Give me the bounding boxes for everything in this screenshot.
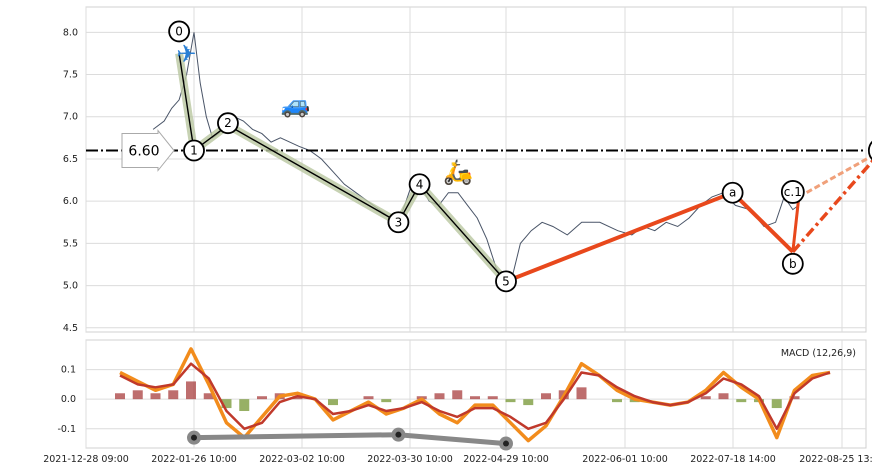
price-y-tick-label: 6.0: [63, 196, 78, 207]
wave-c2-marker: [867, 140, 872, 161]
price-y-tick-label: 5.0: [63, 281, 78, 292]
macd-histogram-bar: [700, 396, 711, 400]
price-panel: 4.55.05.56.06.57.07.58.06.60012345abc.1c…: [63, 6, 872, 334]
macd-divergence-point-center: [503, 440, 509, 447]
car-icon: 🚙: [281, 91, 311, 119]
wave-b-label: b: [789, 257, 797, 271]
macd-histogram-bar: [239, 399, 250, 412]
x-tick-label: 2022-06-01 10:00: [582, 454, 668, 465]
macd-histogram-bar: [381, 399, 392, 403]
macd-y-tick-label: -0.1: [57, 424, 76, 435]
macd-histogram-bar: [328, 399, 338, 406]
macd-signal-line: [119, 362, 831, 431]
macd-histogram-bar: [132, 390, 143, 400]
price-level-flag: [121, 129, 175, 172]
wave-a-marker: [721, 181, 744, 204]
macd-histogram-bar: [115, 393, 125, 400]
x-tick-label: 2022-01-26 10:00: [151, 454, 237, 465]
projection-wave-c1-extension: [798, 154, 872, 199]
macd-histogram-bar: [505, 399, 516, 403]
macd-histogram-bar: [257, 396, 267, 400]
macd-histogram-bar: [292, 396, 303, 400]
price-y-tick-label: 7.0: [63, 112, 78, 123]
price-level-label: 6.60: [128, 144, 159, 160]
macd-histogram-bar: [452, 390, 463, 400]
x-tick-label: 2022-07-18 14:00: [690, 454, 776, 465]
macd-macd-line: [119, 347, 831, 443]
macd-divergence-point-center: [191, 434, 197, 441]
macd-histogram-bar: [541, 393, 551, 400]
projection-wave-c1-line: [791, 196, 801, 252]
wave-1-marker: [183, 139, 205, 162]
wave-1-label: 1: [190, 144, 198, 158]
wave-2-marker: [217, 112, 239, 135]
macd-histogram-bar: [736, 399, 747, 403]
wave-0-marker: [168, 20, 191, 43]
price-y-tick-label: 7.5: [63, 70, 78, 81]
price-y-tick-label: 4.5: [63, 323, 78, 334]
macd-histogram-bar: [168, 390, 179, 400]
macd-panel: -0.1 0.0 0.1 2021-12-28 09:00 2022-01-26 10:…: [43, 339, 872, 465]
macd-histogram-bar: [523, 399, 534, 406]
x-tick-label: 2022-03-30 10:00: [367, 454, 453, 465]
macd-legend-label: MACD (12,26,9): [781, 348, 856, 359]
price-y-tick-label: 6.5: [63, 154, 78, 165]
price-y-tick-label: 8.0: [63, 27, 78, 38]
macd-histogram-bar: [203, 393, 214, 400]
impulse-wave-line: [178, 53, 507, 282]
wave-b-marker: [781, 252, 804, 275]
macd-histogram-bar: [576, 387, 587, 400]
x-tick-label: 2022-04-29 10:00: [463, 454, 549, 465]
price-y-tick-label: 5.5: [63, 238, 78, 249]
macd-histogram-bar: [470, 396, 480, 400]
wave-a-label: a: [729, 186, 736, 200]
macd-histogram-bar: [150, 393, 161, 400]
wave-3-marker: [387, 211, 410, 234]
macd-y-tick-label: 0.0: [61, 394, 76, 405]
macd-histogram-bar: [434, 393, 445, 400]
macd-histogram-bar: [363, 396, 374, 400]
wave-4-marker: [408, 173, 431, 196]
wave-3-label: 3: [395, 215, 403, 229]
macd-divergence-point-center: [395, 431, 402, 438]
airplane-icon: ✈: [177, 40, 197, 68]
wave-5-marker: [495, 270, 517, 293]
x-tick-label: 2021-12-28 09:00: [43, 454, 129, 465]
wave-0-label: 0: [175, 24, 183, 38]
wave-5-label: 5: [502, 274, 510, 288]
x-tick-label: 2022-03-02 10:00: [259, 454, 345, 465]
macd-histogram-bar: [718, 393, 729, 400]
wave-c1-label: c.1: [784, 185, 802, 199]
macd-histogram-bar: [612, 399, 622, 403]
macd-y-tick-label: 0.1: [61, 365, 76, 376]
wave-2-label: 2: [224, 116, 232, 130]
macd-histogram-bar: [789, 396, 800, 400]
scooter-icon: 🛵: [443, 158, 473, 186]
wave-4-label: 4: [416, 177, 424, 191]
macd-histogram-bar: [221, 399, 232, 409]
macd-histogram-bar: [771, 399, 782, 409]
projection-wave-c2-line: [791, 159, 872, 253]
x-tick-label: 2022-08-25 13:00: [799, 454, 872, 465]
macd-histogram-bar: [186, 381, 196, 400]
wave-c1-marker: [780, 180, 805, 204]
macd-histogram-bar: [487, 396, 498, 400]
price-plot-area: [85, 6, 867, 333]
